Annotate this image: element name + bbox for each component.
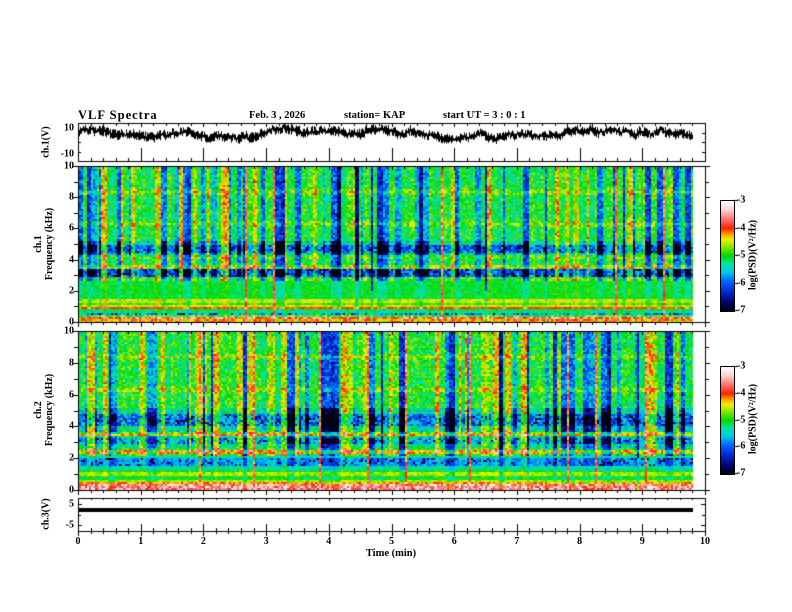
tick-label: -5 [737,414,746,425]
x-axis-label: Time (min) [365,548,417,559]
tick-label: 6 [451,536,457,547]
date-label: Feb. 3 , 2026 [249,110,306,121]
tick-label: 7 [514,536,520,547]
y-axis-label-ch3: ch.3(V) [40,498,52,530]
tick-label: -5 [65,519,74,531]
tick-label: -10 [60,148,74,160]
tick-label: 4 [69,420,74,432]
tick-label: -6 [737,277,746,288]
tick-label: 0 [69,484,74,496]
tick-label: 3 [263,536,269,547]
start-ut-label: start UT = 3 : 0 : 1 [443,110,526,121]
tick-label: -7 [737,304,746,316]
tick-label: 4 [326,536,332,547]
tick-label: 2 [69,452,74,464]
tick-label: 8 [69,191,74,203]
y-axis-label-ch2-freq-line1: ch.2 [33,401,44,419]
tick-label: 1 [138,536,144,547]
tick-label: -4 [737,222,746,233]
tick-label: 10 [64,122,74,134]
tick-label: 0 [75,536,81,547]
tick-label: 6 [69,222,74,234]
colorbar-2-label: log(PSD)(V²/Hz) [747,383,759,455]
colorbar-1-label: log(PSD)(V²/Hz) [747,219,759,291]
tick-label: 10 [64,160,74,172]
tick-label: 8 [69,357,74,369]
tick-label: 2 [200,536,206,547]
tick-label: -7 [737,467,746,479]
tick-label: 4 [69,254,74,266]
tick-label: 5 [69,498,74,510]
tick-label: -3 [737,194,746,206]
tick-label: -4 [737,387,746,399]
plot-title: VLF Spectra [78,108,158,122]
y-axis-label-ch2-freq: ch.2 Frequency (kHz) [33,374,55,446]
y-axis-label-ch1-freq-line2: Frequency (kHz) [44,207,55,281]
y-axis-label-ch1: ch.1(V) [40,126,52,158]
y-axis-label-ch1-freq-line1: ch.1 [33,235,44,253]
tick-label: 6 [69,389,74,401]
tick-label: 2 [69,285,74,297]
station-label: station= KAP [344,110,406,121]
colorbar-1 [720,200,735,312]
tick-label: -3 [737,360,746,372]
tick-label: 0 [69,316,74,328]
tick-label: 5 [389,536,394,547]
tick-label: 8 [577,536,583,547]
tick-label: 10 [64,325,74,337]
tick-label: 10 [700,536,710,547]
y-axis-label-ch1-freq: ch.1 Frequency (kHz) [33,208,55,280]
tick-label: -5 [737,249,746,261]
colorbar-2 [720,366,735,475]
tick-label: -6 [737,440,746,452]
y-axis-label-ch2-freq-line2: Frequency (kHz) [44,373,55,447]
tick-label: 9 [639,536,645,547]
